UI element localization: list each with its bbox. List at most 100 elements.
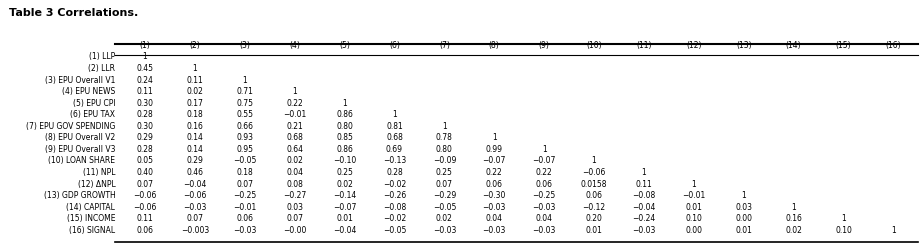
- Text: 0.0158: 0.0158: [581, 180, 607, 188]
- Text: (5) EPU CPI: (5) EPU CPI: [73, 99, 115, 108]
- Text: −0.00: −0.00: [283, 226, 306, 235]
- Text: 0.46: 0.46: [186, 168, 203, 177]
- Text: 0.10: 0.10: [686, 214, 702, 223]
- Text: −0.01: −0.01: [283, 110, 306, 119]
- Text: 0.03: 0.03: [736, 203, 752, 212]
- Text: −0.03: −0.03: [632, 226, 655, 235]
- Text: 0.22: 0.22: [286, 99, 303, 108]
- Text: 0.16: 0.16: [785, 214, 802, 223]
- Text: −0.25: −0.25: [234, 191, 257, 200]
- Text: 0.07: 0.07: [186, 214, 203, 223]
- Text: 0.81: 0.81: [386, 122, 402, 131]
- Text: −0.30: −0.30: [483, 191, 506, 200]
- Text: −0.03: −0.03: [483, 203, 506, 212]
- Text: 0.16: 0.16: [186, 122, 203, 131]
- Text: 1: 1: [243, 76, 247, 85]
- Text: 0.05: 0.05: [137, 156, 153, 166]
- Text: 0.11: 0.11: [137, 214, 153, 223]
- Text: 0.78: 0.78: [436, 133, 453, 142]
- Text: (5): (5): [339, 41, 350, 50]
- Text: 0.22: 0.22: [535, 168, 553, 177]
- Text: 0.04: 0.04: [485, 214, 503, 223]
- Text: −0.12: −0.12: [582, 203, 605, 212]
- Text: 0.02: 0.02: [286, 156, 303, 166]
- Text: −0.09: −0.09: [433, 156, 456, 166]
- Text: (8): (8): [489, 41, 499, 50]
- Text: 0.55: 0.55: [236, 110, 253, 119]
- Text: 0.22: 0.22: [485, 168, 503, 177]
- Text: −0.26: −0.26: [383, 191, 406, 200]
- Text: −0.03: −0.03: [233, 226, 257, 235]
- Text: 0.28: 0.28: [137, 145, 153, 154]
- Text: 0.29: 0.29: [137, 133, 153, 142]
- Text: (2) LLR: (2) LLR: [89, 64, 115, 73]
- Text: 1: 1: [293, 87, 297, 96]
- Text: 0.29: 0.29: [186, 156, 203, 166]
- Text: 0.24: 0.24: [137, 76, 153, 85]
- Text: 0.06: 0.06: [137, 226, 153, 235]
- Text: 0.11: 0.11: [137, 87, 153, 96]
- Text: −0.01: −0.01: [682, 191, 705, 200]
- Text: (7) EPU GOV SPENDING: (7) EPU GOV SPENDING: [26, 122, 115, 131]
- Text: −0.06: −0.06: [183, 191, 207, 200]
- Text: 1: 1: [392, 110, 397, 119]
- Text: (8) EPU Overall V2: (8) EPU Overall V2: [45, 133, 115, 142]
- Text: 0.01: 0.01: [686, 203, 702, 212]
- Text: 1: 1: [442, 122, 447, 131]
- Text: −0.25: −0.25: [533, 191, 556, 200]
- Text: 0.02: 0.02: [785, 226, 802, 235]
- Text: 0.30: 0.30: [137, 122, 153, 131]
- Text: −0.06: −0.06: [133, 203, 157, 212]
- Text: −0.29: −0.29: [433, 191, 456, 200]
- Text: 0.21: 0.21: [286, 122, 303, 131]
- Text: 0.07: 0.07: [286, 214, 303, 223]
- Text: 1: 1: [142, 52, 148, 61]
- Text: 0.68: 0.68: [286, 133, 303, 142]
- Text: 0.04: 0.04: [286, 168, 303, 177]
- Text: −0.02: −0.02: [383, 180, 406, 188]
- Text: −0.03: −0.03: [483, 226, 506, 235]
- Text: 0.69: 0.69: [386, 145, 403, 154]
- Text: (3) EPU Overall V1: (3) EPU Overall V1: [45, 76, 115, 85]
- Text: (3): (3): [239, 41, 250, 50]
- Text: 0.30: 0.30: [137, 99, 153, 108]
- Text: 0.06: 0.06: [236, 214, 253, 223]
- Text: (6): (6): [389, 41, 400, 50]
- Text: (9) EPU Overall V3: (9) EPU Overall V3: [45, 145, 115, 154]
- Text: 0.80: 0.80: [336, 122, 353, 131]
- Text: −0.06: −0.06: [582, 168, 605, 177]
- Text: 0.45: 0.45: [137, 64, 153, 73]
- Text: Table 3 Correlations.: Table 3 Correlations.: [9, 8, 138, 18]
- Text: 1: 1: [193, 64, 198, 73]
- Text: 0.06: 0.06: [585, 191, 603, 200]
- Text: (15): (15): [835, 41, 851, 50]
- Text: −0.03: −0.03: [533, 203, 556, 212]
- Text: 0.01: 0.01: [585, 226, 603, 235]
- Text: (4) EPU NEWS: (4) EPU NEWS: [62, 87, 115, 96]
- Text: 0.99: 0.99: [485, 145, 503, 154]
- Text: 1: 1: [641, 168, 646, 177]
- Text: 0.14: 0.14: [186, 133, 203, 142]
- Text: 0.75: 0.75: [236, 99, 253, 108]
- Text: (14) CAPITAL: (14) CAPITAL: [66, 203, 115, 212]
- Text: (1): (1): [139, 41, 150, 50]
- Text: −0.07: −0.07: [333, 203, 356, 212]
- Text: 0.28: 0.28: [137, 110, 153, 119]
- Text: 0.01: 0.01: [336, 214, 353, 223]
- Text: 0.25: 0.25: [436, 168, 453, 177]
- Text: (11): (11): [636, 41, 652, 50]
- Text: 0.95: 0.95: [236, 145, 253, 154]
- Text: 0.06: 0.06: [485, 180, 503, 188]
- Text: −0.04: −0.04: [183, 180, 207, 188]
- Text: 0.00: 0.00: [686, 226, 702, 235]
- Text: −0.01: −0.01: [234, 203, 257, 212]
- Text: 0.80: 0.80: [436, 145, 453, 154]
- Text: −0.003: −0.003: [181, 226, 209, 235]
- Text: 0.10: 0.10: [835, 226, 852, 235]
- Text: (12): (12): [686, 41, 701, 50]
- Text: −0.05: −0.05: [383, 226, 406, 235]
- Text: 0.07: 0.07: [436, 180, 453, 188]
- Text: −0.04: −0.04: [333, 226, 356, 235]
- Text: 0.17: 0.17: [186, 99, 203, 108]
- Text: 1: 1: [691, 180, 696, 188]
